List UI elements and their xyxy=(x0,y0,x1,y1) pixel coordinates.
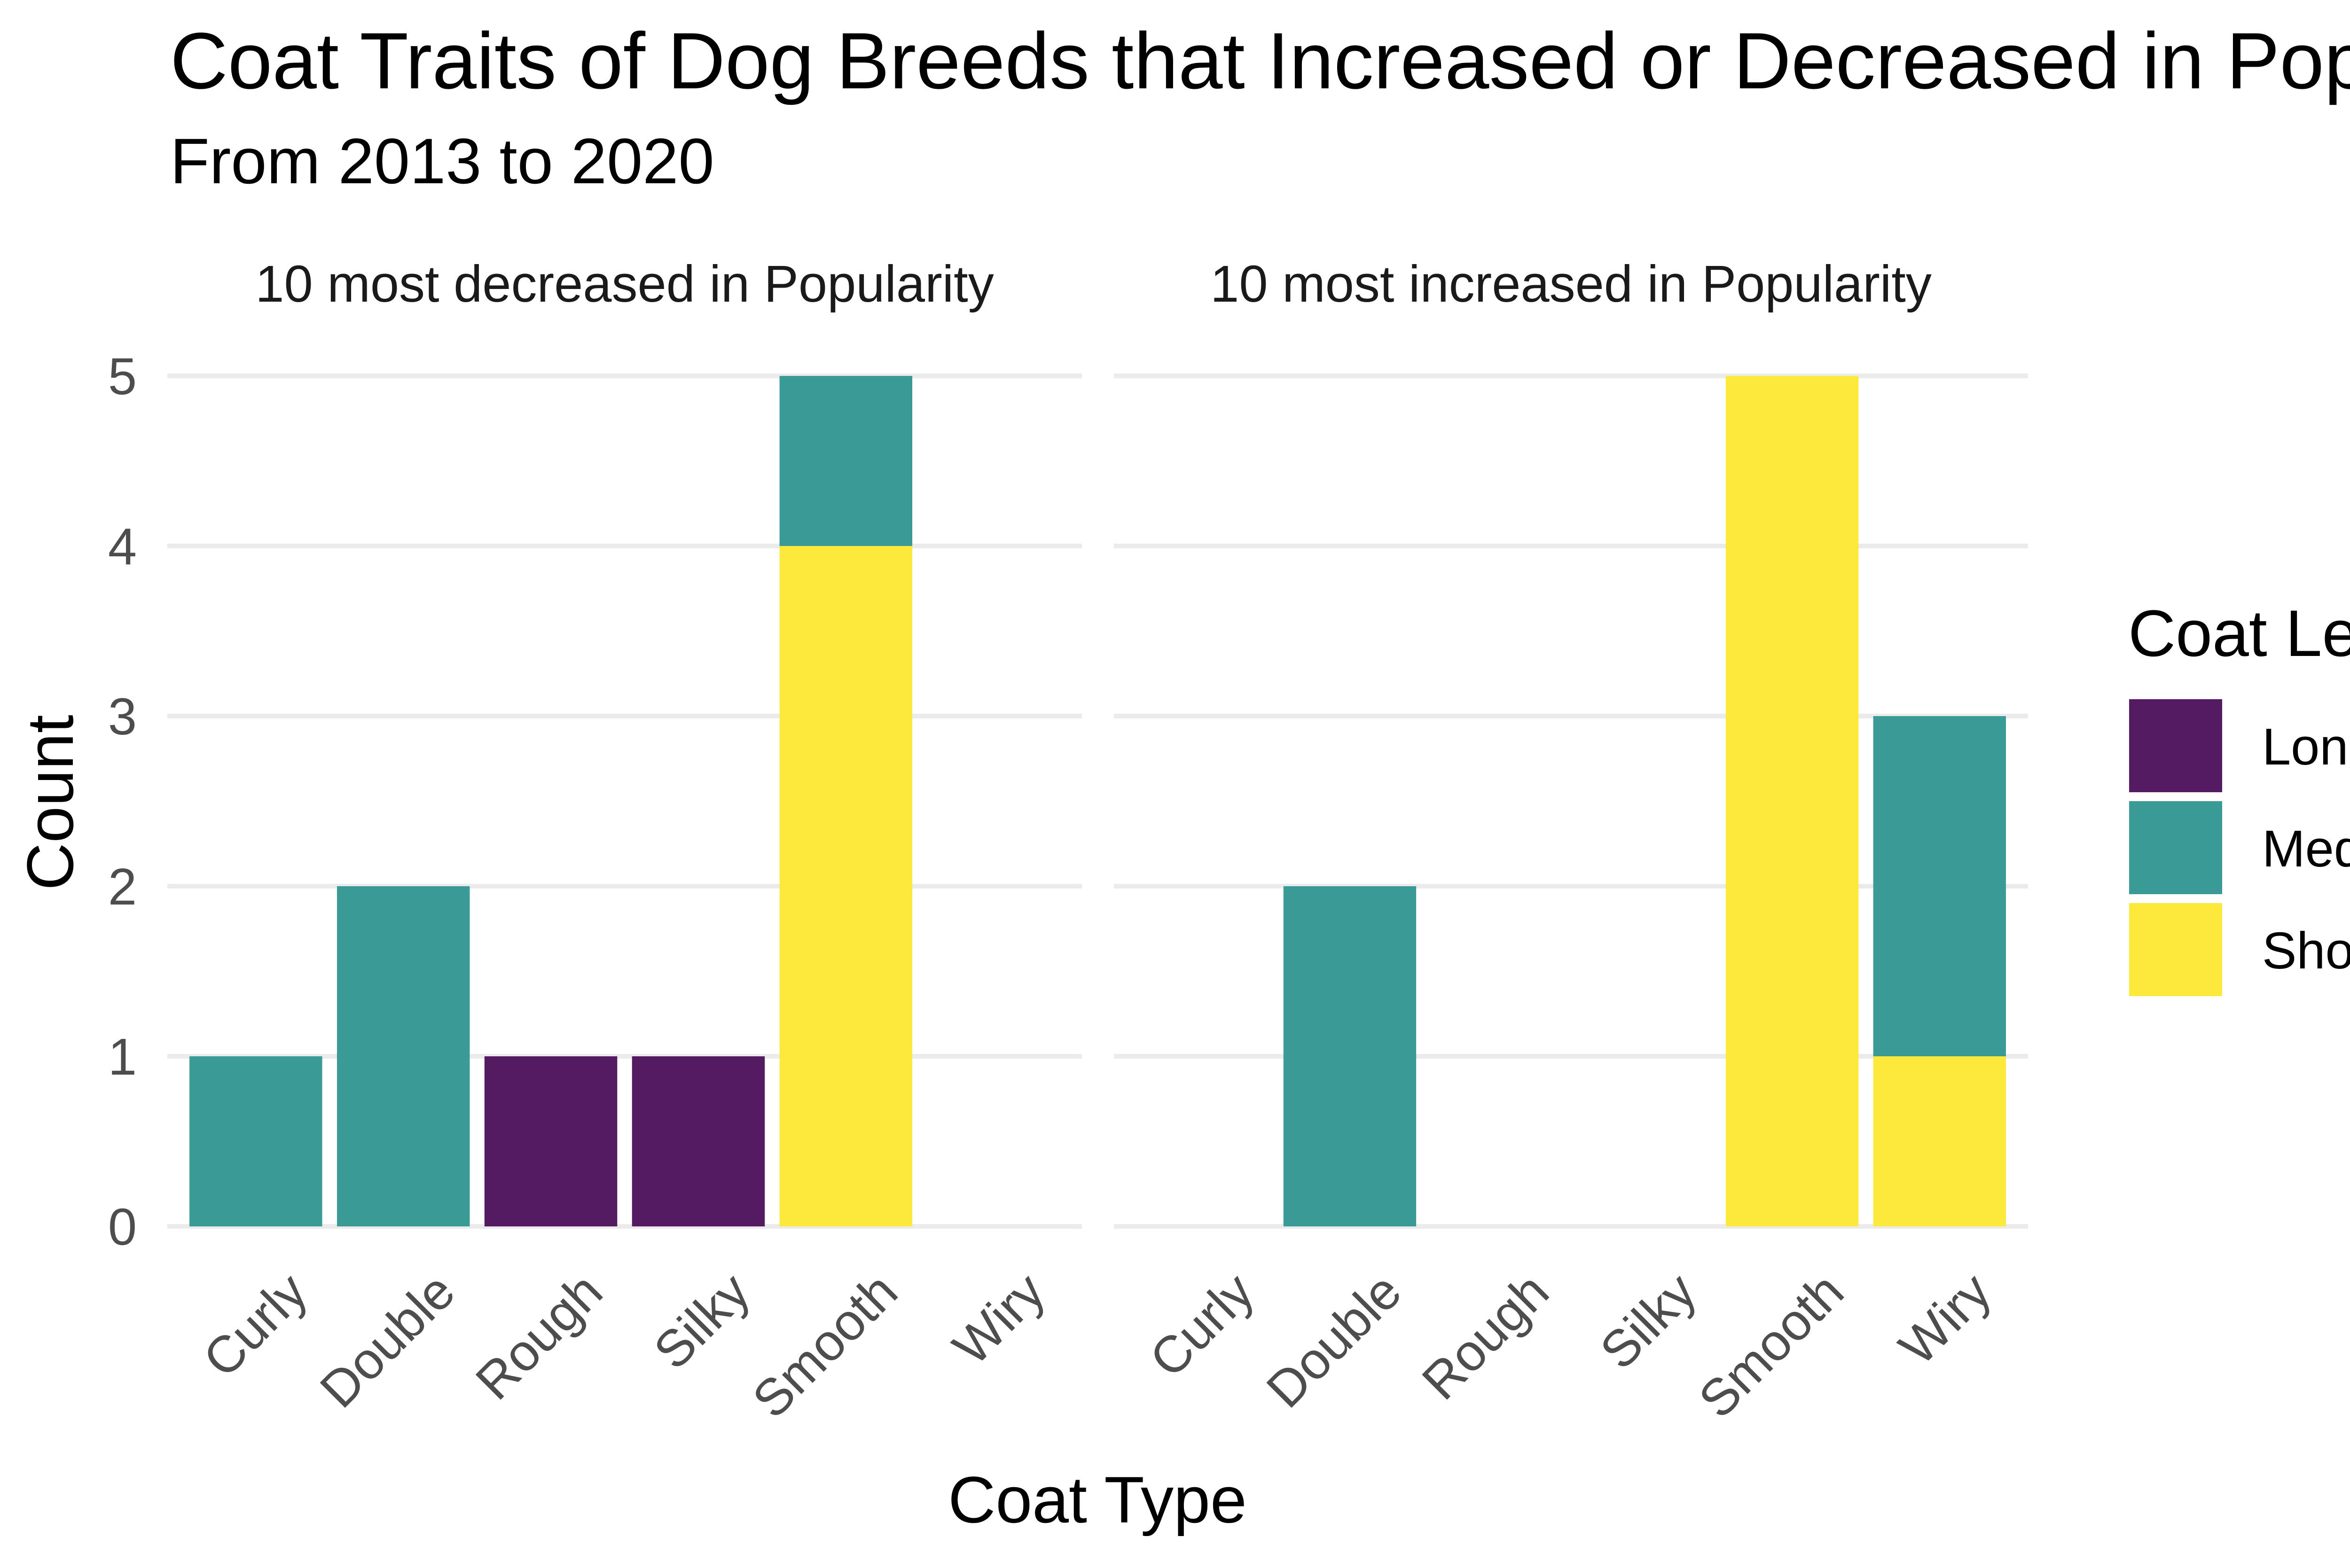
legend-swatch xyxy=(2129,903,2222,996)
x-tick-label: Silky xyxy=(1589,1262,1707,1380)
legend: Coat Length Long Medium Short xyxy=(2128,596,2350,996)
facet-panel: 10 most decreased in Popularity CurlyDoub… xyxy=(108,255,1082,1429)
legend-item: Medium xyxy=(2129,801,2350,894)
y-tick-label: 1 xyxy=(108,1028,137,1086)
x-tick-label: Rough xyxy=(1411,1262,1559,1411)
legend-label: Long xyxy=(2262,718,2350,776)
bar-segment-medium-smooth xyxy=(779,376,913,546)
chart-title: Coat Traits of Dog Breeds that Increased… xyxy=(170,16,2350,106)
x-tick-label: Rough xyxy=(465,1262,613,1411)
x-tick-label: Curly xyxy=(192,1262,318,1388)
legend-swatch xyxy=(2129,699,2222,792)
x-tick-label: Double xyxy=(309,1262,466,1419)
x-tick-label: Double xyxy=(1255,1262,1412,1419)
legend-swatch xyxy=(2129,801,2222,894)
bar-segment-medium-wiry xyxy=(1873,716,2006,1056)
y-tick-label: 0 xyxy=(108,1198,137,1256)
x-tick-label: Curly xyxy=(1139,1262,1265,1388)
y-tick-label: 4 xyxy=(108,518,137,576)
bar-segment-long-rough xyxy=(484,1056,618,1226)
x-tick-label: Silky xyxy=(643,1262,761,1380)
x-tick-label: Wiry xyxy=(1888,1262,2002,1376)
x-axis-title: Coat Type xyxy=(948,1463,1247,1537)
y-tick-label: 2 xyxy=(108,858,137,916)
bar-segment-short-smooth xyxy=(779,546,913,1226)
bar-segment-medium-curly xyxy=(189,1056,322,1226)
bar-segment-short-smooth xyxy=(1725,376,1859,1226)
y-tick-label: 3 xyxy=(108,688,137,746)
legend-item: Long xyxy=(2129,699,2350,792)
y-axis-title: Count xyxy=(13,715,87,890)
bar-segment-medium-double xyxy=(337,886,470,1226)
x-tick-label: Smooth xyxy=(1688,1262,1855,1429)
facet-strip-label: 10 most increased in Popularity xyxy=(1210,255,1932,313)
chart-subtitle: From 2013 to 2020 xyxy=(170,125,714,197)
bar-segment-long-silky xyxy=(632,1056,765,1226)
y-tick-label: 5 xyxy=(108,348,137,406)
facet-strip-label: 10 most decreased in Popularity xyxy=(255,255,994,313)
legend-label: Medium xyxy=(2262,820,2350,878)
x-tick-label: Wiry xyxy=(942,1262,1056,1376)
legend-label: Short xyxy=(2262,922,2350,980)
facet-panel: 10 most increased in Popularity CurlyDoub… xyxy=(1114,255,2028,1429)
x-tick-label: Smooth xyxy=(742,1262,909,1429)
legend-title: Coat Length xyxy=(2128,596,2350,670)
legend-item: Short xyxy=(2129,903,2350,996)
bar-segment-medium-double xyxy=(1283,886,1417,1226)
bar-segment-short-wiry xyxy=(1873,1056,2006,1226)
